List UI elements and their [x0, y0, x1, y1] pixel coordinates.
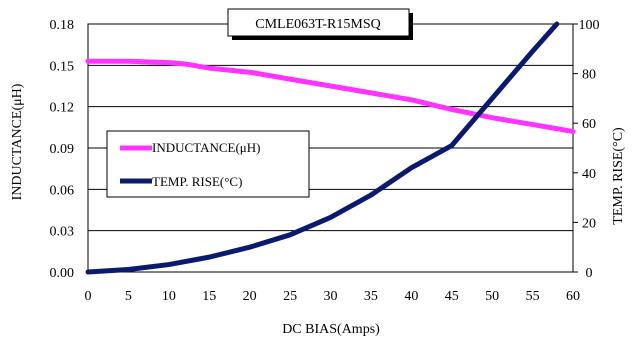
legend-label-inductance: INDUCTANCE(μH): [152, 140, 260, 155]
y-right-tick-label: 0: [586, 266, 593, 281]
legend-label-temp-rise: TEMP. RISE(°C): [152, 174, 242, 189]
y-right-tick-label: 80: [582, 68, 596, 83]
y-axis-right-title: TEMP. RISE(°C): [611, 127, 626, 225]
y-left-tick-label: 0.15: [50, 59, 75, 74]
legend: INDUCTANCE(μH) TEMP. RISE(°C): [106, 130, 310, 198]
y-right-tick-label: 60: [582, 117, 596, 132]
y-left-tick-label: 0.06: [50, 183, 75, 198]
y-right-tick-label: 100: [579, 18, 600, 33]
y-left-tick-label: 0.03: [50, 225, 75, 240]
x-tick-label: 55: [526, 289, 540, 304]
series-lines: [85, 21, 576, 275]
chart-title-box: CMLE063T-R15MSQ: [227, 8, 413, 40]
chart-title: CMLE063T-R15MSQ: [255, 17, 381, 32]
x-tick-label: 0: [85, 289, 92, 304]
x-tick-label: 25: [283, 289, 297, 304]
x-axis-title: DC BIAS(Amps): [282, 322, 380, 337]
tick-labels: 0.000.030.060.090.120.150.18020406080100…: [50, 18, 600, 304]
y-axis-left-title: INDUCTANCE(μH): [10, 83, 25, 200]
x-tick-label: 20: [243, 289, 257, 304]
x-tick-label: 15: [202, 289, 216, 304]
x-tick-label: 35: [364, 289, 378, 304]
x-tick-label: 60: [566, 289, 580, 304]
y-right-tick-label: 20: [582, 216, 596, 231]
x-tick-label: 10: [162, 289, 176, 304]
series-line-temp-rise: [85, 21, 560, 275]
x-tick-label: 40: [404, 289, 418, 304]
y-left-tick-label: 0.00: [50, 266, 75, 281]
x-tick-label: 5: [125, 289, 132, 304]
y-left-tick-label: 0.12: [50, 101, 75, 116]
x-tick-label: 50: [485, 289, 499, 304]
x-tick-label: 30: [324, 289, 338, 304]
x-tick-label: 45: [445, 289, 459, 304]
y-left-tick-label: 0.09: [50, 142, 75, 157]
y-left-tick-label: 0.18: [50, 18, 75, 33]
y-right-tick-label: 40: [582, 167, 596, 182]
series-line-inductance: [85, 58, 576, 134]
